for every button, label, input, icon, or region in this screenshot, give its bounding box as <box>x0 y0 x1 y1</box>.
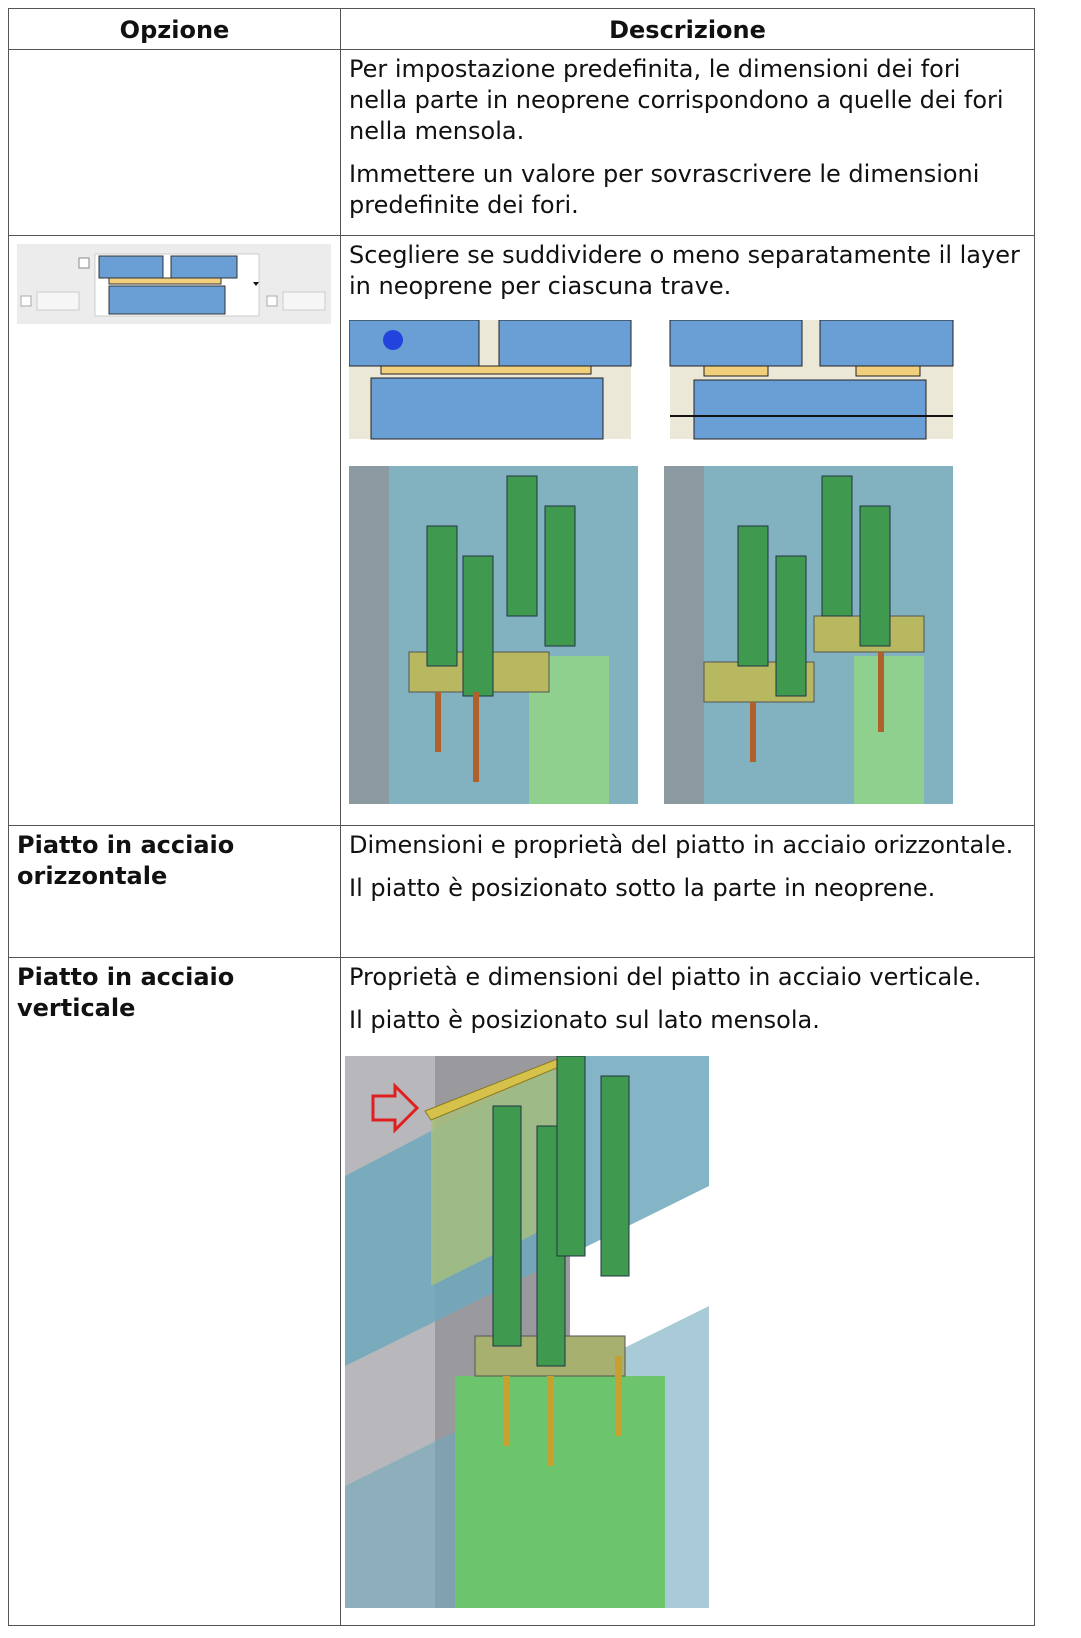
table-row: Scegliere se suddividere o meno separata… <box>8 235 1035 826</box>
table-row: Piatto in acciaio orizzontale Dimensioni… <box>8 825 1035 958</box>
illustrations <box>349 320 954 804</box>
paragraph: Per impostazione predefinita, le dimensi… <box>349 55 1004 145</box>
options-table: Opzione Descrizione Per impostazione pre… <box>8 8 1035 1626</box>
paragraph: Il piatto è posizionato sul lato mensola… <box>349 1006 820 1034</box>
option-cell <box>8 235 341 826</box>
paragraph: Immettere un valore per sovrascrivere le… <box>349 160 980 219</box>
table-row: Per impostazione predefinita, le dimensi… <box>8 49 1035 236</box>
paragraph: Dimensioni e proprietà del piatto in acc… <box>349 831 1014 859</box>
description-cell: Scegliere se suddividere o meno separata… <box>340 235 1035 826</box>
description-cell: Per impostazione predefinita, le dimensi… <box>340 49 1035 236</box>
header-cell: Opzione <box>8 8 341 50</box>
table-row: Piatto in acciaio verticale Proprietà e … <box>8 957 1035 1626</box>
illustration <box>345 1056 709 1608</box>
option-cell: Piatto in acciaio verticale <box>8 957 341 1626</box>
header-row: Opzione Descrizione <box>8 8 1035 50</box>
description-cell: Proprietà e dimensioni del piatto in acc… <box>340 957 1035 1626</box>
paragraph: Scegliere se suddividere o meno separata… <box>349 241 1020 300</box>
description-cell: Dimensioni e proprietà del piatto in acc… <box>340 825 1035 958</box>
option-widget <box>17 244 331 324</box>
option-cell <box>8 49 341 236</box>
option-cell: Piatto in acciaio orizzontale <box>8 825 341 958</box>
header-cell: Descrizione <box>340 8 1035 50</box>
paragraph: Il piatto è posizionato sotto la parte i… <box>349 874 936 902</box>
paragraph: Proprietà e dimensioni del piatto in acc… <box>349 963 982 991</box>
